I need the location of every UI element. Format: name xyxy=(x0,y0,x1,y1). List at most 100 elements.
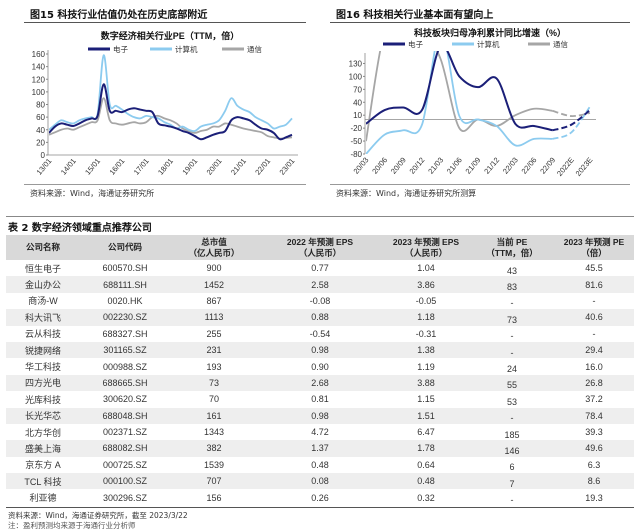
series-line-通信 xyxy=(366,51,553,142)
figure16-source: 资料来源：Wind，海通证券研究所测算 xyxy=(336,189,477,198)
table-cell: 2.58 xyxy=(258,276,382,293)
table-cell: 3.86 xyxy=(382,276,470,293)
table-body: 恒生电子 600570.SH 900 0.77 1.04 43 45.5 金山办公 688111… xyxy=(6,260,634,506)
column-header-label: （倍） xyxy=(581,247,607,258)
table-title: 表 2 数字经济领域重点推荐公司 xyxy=(8,223,152,234)
x-tick-label: 20/12 xyxy=(408,156,427,176)
column-header-label: （亿人民币） xyxy=(188,247,240,258)
table-cell: 53 xyxy=(506,396,517,407)
table-cell: 0.64 xyxy=(417,459,435,470)
table-cell: 金山办公 xyxy=(6,276,80,293)
table-cell: 156 xyxy=(206,492,222,503)
table-row: 金山办公 688111.SH 1452 2.58 3.86 83 81.6 xyxy=(6,276,634,293)
x-tick-label: 2023E xyxy=(574,156,595,178)
table-cell: 161 xyxy=(170,407,258,424)
x-tick-label: 2022E xyxy=(555,156,576,178)
table-cell: 1.51 xyxy=(382,407,470,424)
table-cell: 华工科技 xyxy=(24,362,61,373)
table-row: 商汤-W 0020.HK 867 -0.08 -0.05 - - xyxy=(6,293,634,309)
table-cell: 24 xyxy=(506,364,517,375)
table-cell: 1.78 xyxy=(382,440,470,457)
table-cell: 1.15 xyxy=(417,394,435,405)
charts-svg: 数字经济相关行业PE（TTM，倍）电子 计算机 通信0204060801001201… xyxy=(32,27,596,178)
legend-label: 通信 xyxy=(553,39,568,49)
table-cell: 1452 xyxy=(170,276,258,293)
table-cell: 70 xyxy=(208,394,219,405)
column-header: 2023 年预测 PE （倍） xyxy=(554,235,634,260)
table-cell: -0.31 xyxy=(415,328,437,339)
table-cell: 0.48 xyxy=(382,473,470,490)
y-tick-label: -20 xyxy=(350,124,362,133)
legend-label: 计算机 xyxy=(477,39,500,49)
chart-pe: 数字经济相关行业PE（TTM，倍） 电子 计算机 通信 0 20 40 60 80 100 120 1… xyxy=(32,30,298,177)
table-cell: 0.26 xyxy=(311,492,329,503)
y-tick-label: 130 xyxy=(349,59,363,68)
table-cell: -0.08 xyxy=(309,295,331,306)
table-cell: 1539 xyxy=(203,459,225,470)
table-cell: TCL 科技 xyxy=(6,473,80,490)
column-header-label: （人民币） xyxy=(404,247,448,258)
column-header-label: （TTM，倍） xyxy=(486,247,538,258)
table-cell: 1113 xyxy=(170,309,258,326)
table-cell: 29.4 xyxy=(554,341,634,359)
table-row: 京东方 A 000725.SZ 1539 0.48 0.64 6 6.3 xyxy=(6,457,634,473)
y-tick-label: 60 xyxy=(36,113,45,122)
series-line-电子 xyxy=(366,51,553,132)
x-tick-label: 22/01 xyxy=(253,157,272,177)
column-header: 公司代码 xyxy=(80,235,170,260)
table-row: 锐捷网络 301165.SZ 231 0.98 1.38-29.4 xyxy=(6,341,634,359)
x-tick-label: 21/01 xyxy=(229,157,248,177)
table-row: 盛美上海 688082.SH 382 1.37 1.78 146 49.6 xyxy=(6,440,634,457)
legend-label: 计算机 xyxy=(175,44,198,54)
divider xyxy=(330,184,630,185)
table-row: 科大讯飞 002230.SZ 1113 0.88 1.18 73 40.6 xyxy=(6,309,634,326)
table-cell: 1.04 xyxy=(417,263,435,274)
table-cell: 1.18 xyxy=(382,309,470,326)
table-cell: 京东方 A xyxy=(25,460,61,471)
table-cell: 300296.SZ xyxy=(102,492,148,503)
table-cell: 81.6 xyxy=(554,276,634,293)
table-cell: 0.98 xyxy=(258,407,382,424)
y-tick-label: 160 xyxy=(32,50,46,59)
x-tick-label: 21/03 xyxy=(426,156,445,176)
y-tick-label: 120 xyxy=(32,75,46,84)
table-cell: 4.72 xyxy=(311,427,329,438)
series-line-通信 xyxy=(49,97,293,140)
y-tick-label: 100 xyxy=(349,72,363,81)
table-cell: - xyxy=(510,495,514,506)
table-row: TCL 科技 000100.SZ 707 0.08 0.48 7 8.6 xyxy=(6,473,634,490)
table-cell: - xyxy=(470,407,554,424)
column-header-label: 当前 PE xyxy=(496,236,528,247)
table-cell: 6 xyxy=(509,462,515,473)
table-cell: 6.47 xyxy=(417,427,435,438)
table-cell: 盛美上海 xyxy=(6,440,80,457)
table-cell: - xyxy=(592,295,596,306)
table-cell: 8.6 xyxy=(554,473,634,490)
table-cell: 利亚德 xyxy=(29,493,57,504)
table-cell: 900 xyxy=(206,263,222,274)
table-cell: 000100.SZ xyxy=(80,473,170,490)
table-source: 资料来源：Wind，海通证券研究所，截至 2023/3/22 xyxy=(8,511,188,520)
column-header: 2022 年预测 EPS （人民币） xyxy=(258,235,382,260)
table-cell: 600570.SH xyxy=(102,263,148,274)
table-cell: 7 xyxy=(470,473,554,490)
table-cell: 1.37 xyxy=(258,440,382,457)
x-tick-label: 16/01 xyxy=(107,157,126,177)
legend-label: 电子 xyxy=(113,44,128,54)
legend-label: 电子 xyxy=(408,39,423,49)
table-cell: 北方华创 xyxy=(24,427,61,438)
chart-title: 科技板块归母净利累计同比增速（%） xyxy=(414,27,566,38)
x-tick-label: 19/01 xyxy=(180,157,199,177)
table-cell: 2.68 xyxy=(258,374,382,392)
y-tick-label: 140 xyxy=(32,63,46,72)
figure16-title: 图16 科技相关行业基本面有望向上 xyxy=(336,10,494,21)
table-cell: 0.90 xyxy=(311,361,329,372)
table-row: 北方华创 002371.SZ 1343 4.72 6.47 185 39.3 xyxy=(6,424,634,440)
table-cell: 3.88 xyxy=(382,374,470,392)
table-cell: 002371.SZ xyxy=(102,427,148,438)
table-cell: 39.3 xyxy=(585,427,603,438)
table-row: 利亚德 300296.SZ 156 0.26 0.32 - 19.3 xyxy=(6,489,634,506)
chart-title: 数字经济相关行业PE（TTM，倍） xyxy=(101,30,240,41)
x-tick-label: 21/06 xyxy=(445,156,464,176)
series-forecast-line-计算机 xyxy=(552,106,591,140)
